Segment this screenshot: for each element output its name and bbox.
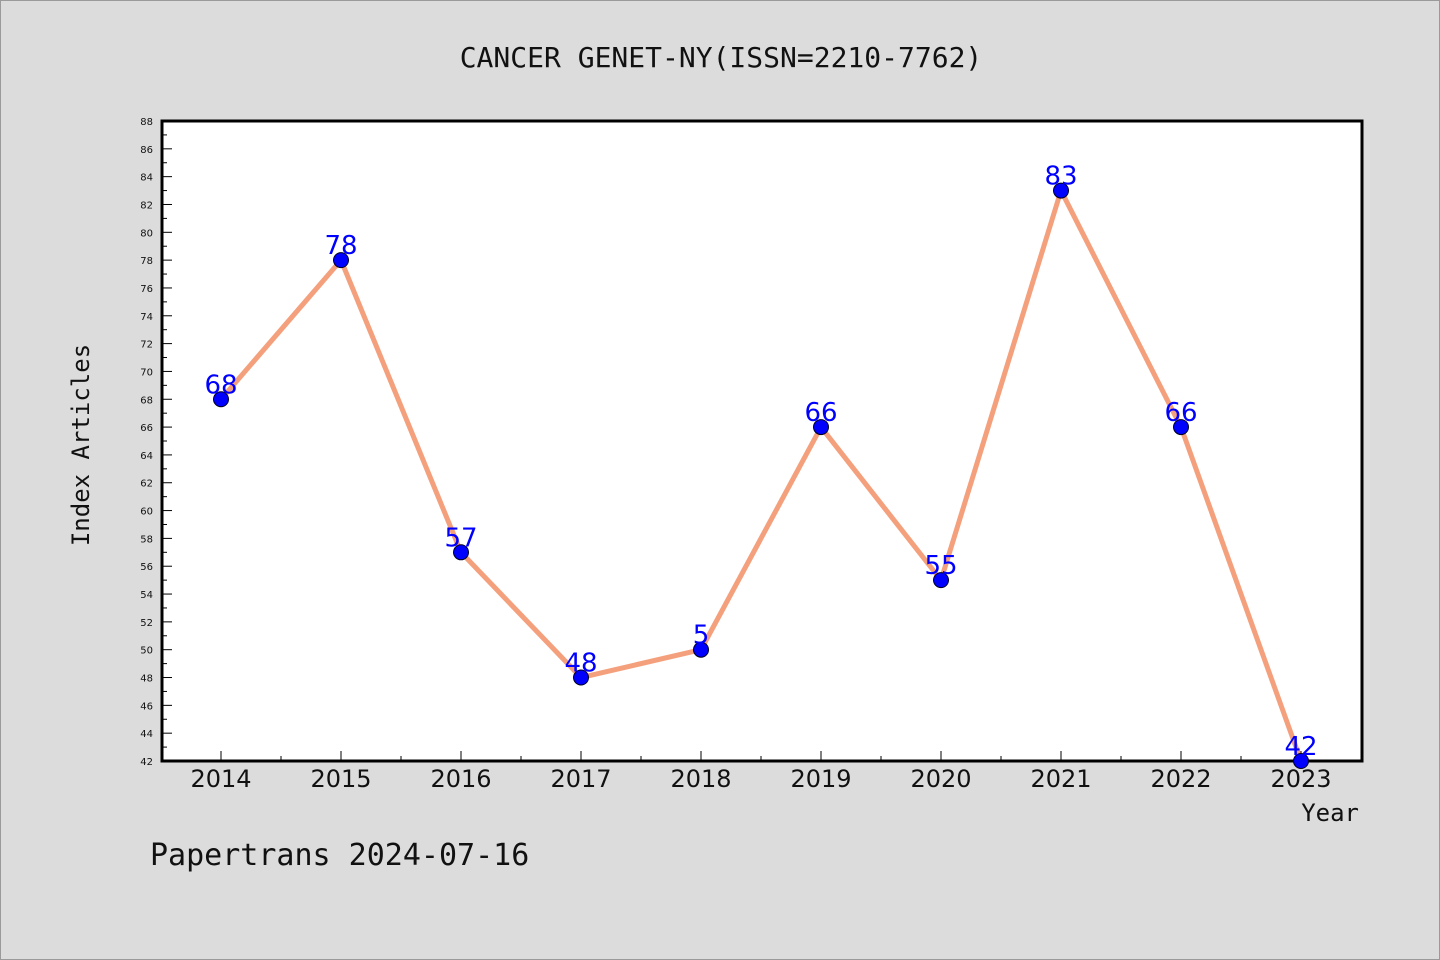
data-point (333, 252, 349, 269)
y-tick-label: 56 (140, 562, 153, 573)
x-tick-label: 2017 (550, 765, 611, 793)
x-tick-label: 2016 (430, 765, 491, 793)
plot-area (160, 119, 1364, 763)
x-axis: 2014 2015 2016 2017 2018 2019 2020 2021 2022 2023 (190, 751, 1332, 793)
data-label-group: 68 78 57 48 5 66 55 83 66 42 (204, 162, 1317, 762)
y-tick-label: 50 (140, 646, 153, 657)
x-tick-label: 2019 (790, 765, 851, 793)
data-label: 66 (1164, 398, 1197, 428)
y-tick-label: 52 (140, 618, 153, 629)
data-point (1053, 182, 1069, 199)
y-tick-label: 44 (140, 729, 153, 740)
data-point (693, 641, 709, 658)
y-tick-label: 42 (140, 757, 153, 768)
series-line (218, 188, 1304, 764)
data-point (1293, 753, 1309, 769)
data-point (573, 669, 589, 686)
x-tick-label: 2020 (910, 765, 971, 793)
footer-credit: Papertrans 2024-07-16 (150, 838, 529, 873)
data-label: 55 (924, 551, 957, 581)
y-tick-label: 70 (140, 367, 153, 378)
y-tick-label: 88 (140, 117, 153, 128)
y-axis: 42 44 46 48 50 52 54 56 58 60 62 64 66 68 70 72 74 76 78 80… (140, 117, 172, 768)
data-point (213, 391, 229, 408)
y-tick-label: 64 (140, 451, 153, 462)
y-tick-label: 84 (140, 173, 153, 184)
data-label: 5 (693, 621, 710, 651)
data-point (1173, 419, 1189, 436)
y-tick-label: 68 (140, 395, 153, 406)
y-tick-label: 58 (140, 534, 153, 545)
data-label: 78 (324, 231, 357, 261)
y-tick-label: 74 (140, 312, 153, 323)
data-label: 66 (804, 398, 837, 428)
y-tick-label: 46 (140, 701, 153, 712)
data-label: 68 (204, 370, 237, 400)
x-tick-label: 2015 (310, 765, 371, 793)
y-tick-label: 54 (140, 590, 153, 601)
y-tick-label: 66 (140, 423, 153, 434)
marker-group (213, 182, 1309, 769)
x-tick-label: 2014 (190, 765, 251, 793)
x-tick-label: 2018 (670, 765, 731, 793)
y-tick-label: 82 (140, 200, 153, 211)
data-point (453, 544, 469, 561)
series-line-group (218, 188, 1304, 764)
data-point (813, 419, 829, 436)
y-tick-label: 60 (140, 507, 153, 518)
y-axis-title: Index Articles (67, 344, 95, 546)
y-tick-label: 80 (140, 228, 153, 239)
x-tick-label: 2022 (1150, 765, 1211, 793)
y-tick-label: 62 (140, 479, 153, 490)
data-point (933, 572, 949, 589)
data-label: 57 (444, 523, 477, 553)
y-tick-label: 78 (140, 256, 153, 267)
data-label: 42 (1284, 732, 1317, 762)
chart-title: CANCER GENET-NY(ISSN=2210-7762) (460, 41, 983, 74)
x-axis-title: Year (1301, 799, 1359, 827)
y-tick-label: 72 (140, 340, 153, 351)
y-tick-label: 76 (140, 284, 153, 295)
x-tick-label: 2023 (1270, 765, 1331, 793)
y-tick-label: 48 (140, 674, 153, 685)
x-tick-label: 2021 (1030, 765, 1091, 793)
data-label: 48 (564, 649, 597, 679)
y-tick-label: 86 (140, 145, 153, 156)
data-label: 83 (1044, 162, 1077, 192)
